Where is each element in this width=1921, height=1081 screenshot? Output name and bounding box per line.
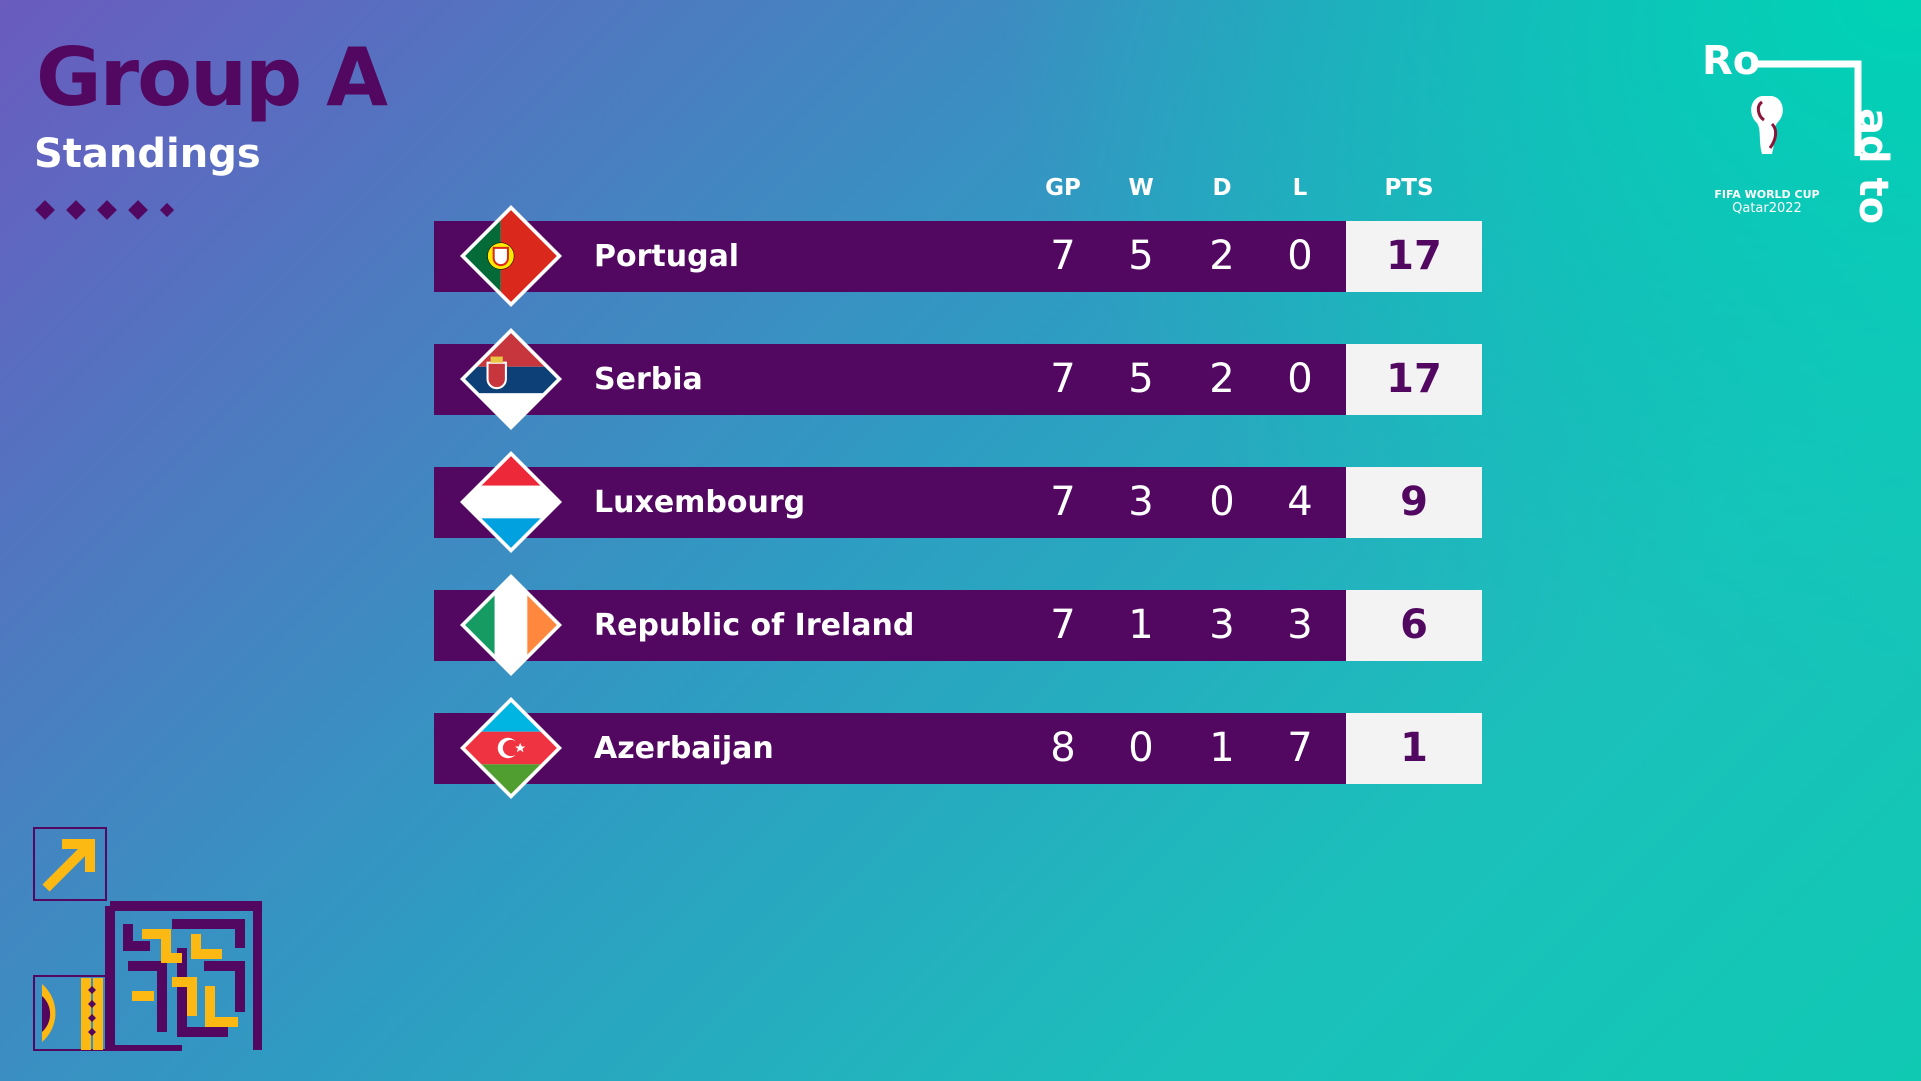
column-header-d: D	[1212, 175, 1232, 201]
losses: 0	[1287, 356, 1313, 402]
points: 6	[1400, 602, 1428, 648]
standings-row: Luxembourg 7 3 0 4 9	[434, 451, 1482, 553]
games-played: 7	[1050, 356, 1076, 402]
team-name: Republic of Ireland	[594, 608, 915, 643]
losses: 4	[1287, 479, 1313, 525]
team-name: Luxembourg	[594, 485, 806, 520]
logo-fifa-text: FIFA WORLD CUP	[1714, 188, 1819, 201]
dot-icon	[97, 200, 117, 220]
draws: 2	[1209, 233, 1235, 279]
wins: 0	[1128, 725, 1154, 771]
logo-road-text-2: ad to	[1850, 108, 1896, 224]
dot-icon	[128, 200, 148, 220]
losses: 0	[1287, 233, 1313, 279]
games-played: 7	[1050, 479, 1076, 525]
standings-subtitle: Standings	[34, 131, 261, 177]
standings-row: Serbia 7 5 2 0 17	[434, 328, 1482, 430]
group-title: Group A	[36, 31, 388, 124]
dot-icon	[35, 200, 55, 220]
standings-row: Portugal 7 5 2 0 17	[434, 205, 1482, 307]
logo-qatar-text: Qatar2022	[1732, 201, 1802, 216]
decorative-pattern	[33, 827, 262, 1051]
losses: 7	[1287, 725, 1313, 771]
luxembourg-flag-icon	[460, 451, 562, 553]
serbia-flag-icon	[460, 328, 562, 430]
draws: 1	[1209, 725, 1235, 771]
points: 17	[1386, 356, 1442, 402]
column-header-w: W	[1128, 175, 1154, 201]
draws: 3	[1209, 602, 1235, 648]
points: 9	[1400, 479, 1428, 525]
games-played: 8	[1050, 725, 1076, 771]
column-header-pts: PTS	[1384, 175, 1434, 201]
logo-road-text: Ro	[1702, 38, 1760, 84]
points: 1	[1400, 725, 1428, 771]
dot-icon	[66, 200, 86, 220]
portugal-flag-icon	[460, 205, 562, 307]
ireland-flag-icon	[460, 574, 562, 676]
losses: 3	[1287, 602, 1313, 648]
column-header-l: L	[1292, 175, 1308, 201]
points: 17	[1386, 233, 1442, 279]
road-to-qatar-logo: Ro ad to FIFA WORLD CUP Qatar2022	[1702, 38, 1896, 224]
decorative-dots	[35, 200, 175, 220]
dot-icon	[159, 202, 175, 218]
standings-row: Azerbaijan 8 0 1 7 1	[434, 697, 1482, 799]
wins: 3	[1128, 479, 1154, 525]
wins: 5	[1128, 233, 1154, 279]
azerbaijan-flag-icon	[460, 697, 562, 799]
wins: 1	[1128, 602, 1154, 648]
team-name: Serbia	[594, 362, 703, 397]
wins: 5	[1128, 356, 1154, 402]
draws: 2	[1209, 356, 1235, 402]
games-played: 7	[1050, 602, 1076, 648]
games-played: 7	[1050, 233, 1076, 279]
draws: 0	[1209, 479, 1235, 525]
team-name: Azerbaijan	[594, 731, 774, 766]
arrow-icon	[42, 839, 95, 892]
team-name: Portugal	[594, 239, 740, 274]
world-cup-emblem-icon	[1751, 96, 1783, 154]
standings-row: Republic of Ireland 7 1 3 3 6	[434, 574, 1482, 676]
column-header-gp: GP	[1045, 175, 1081, 201]
